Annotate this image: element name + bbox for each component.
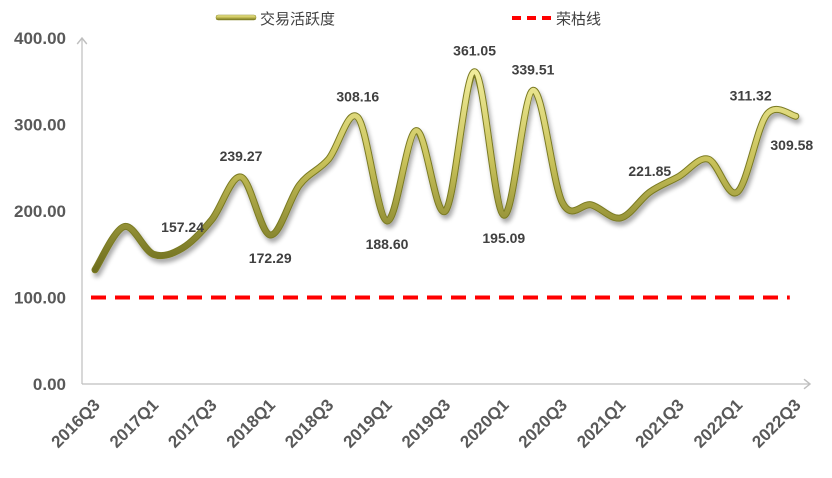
x-tick-label: 2018Q1 [223,395,279,451]
data-label: 239.27 [220,148,263,164]
data-labels: 157.24 239.27 172.29 308.16 188.60 361.05 195.… [161,43,813,266]
x-tick-label: 2016Q3 [48,395,104,451]
series-line-activity-outline [91,68,800,274]
data-label: 308.16 [336,88,379,104]
y-tick-label: 400.00 [14,29,66,48]
legend-label-series-2: 荣枯线 [556,10,601,28]
data-label: 157.24 [161,219,204,235]
x-tick-label: 2018Q3 [281,395,337,451]
x-tick-label: 2017Q1 [106,395,162,451]
data-label: 188.60 [366,236,409,252]
data-label: 339.51 [512,61,555,77]
data-label: 172.29 [249,250,292,266]
data-label: 195.09 [482,230,525,246]
x-tick-label: 2021Q1 [573,395,629,451]
x-tick-label: 2020Q3 [515,395,571,451]
legend-item-series-2: 荣枯线 [512,10,601,28]
x-tick-label: 2019Q1 [340,395,396,451]
y-tick-label: 200.00 [14,202,66,221]
x-tick-label: 2019Q3 [398,395,454,451]
y-tick-label: 100.00 [14,289,66,308]
y-tick-labels: 0.00 100.00 200.00 300.00 400.00 [14,29,66,394]
data-label: 309.58 [770,137,813,153]
x-tick-label: 2021Q3 [632,395,688,451]
x-tick-label: 2022Q1 [690,395,746,451]
x-tick-labels: 2016Q3 2017Q1 2017Q3 2018Q1 2018Q3 2019Q1 2019… [48,395,805,451]
y-tick-label: 300.00 [14,116,66,135]
x-tick-label: 2017Q3 [164,395,220,451]
data-label: 311.32 [730,88,772,104]
data-label: 361.05 [453,43,496,59]
legend-item-series-1: 交易活跃度 [215,10,335,28]
legend-label-series-1: 交易活跃度 [260,10,335,28]
legend: 交易活跃度 荣枯线 [215,10,601,28]
y-tick-label: 0.00 [33,375,66,394]
data-label: 221.85 [628,163,671,179]
legend-swatch-series-1 [215,14,257,21]
plot-area [91,68,800,300]
series-line-activity [92,69,799,273]
x-tick-label: 2020Q1 [456,395,512,451]
x-tick-label: 2022Q3 [748,395,804,451]
